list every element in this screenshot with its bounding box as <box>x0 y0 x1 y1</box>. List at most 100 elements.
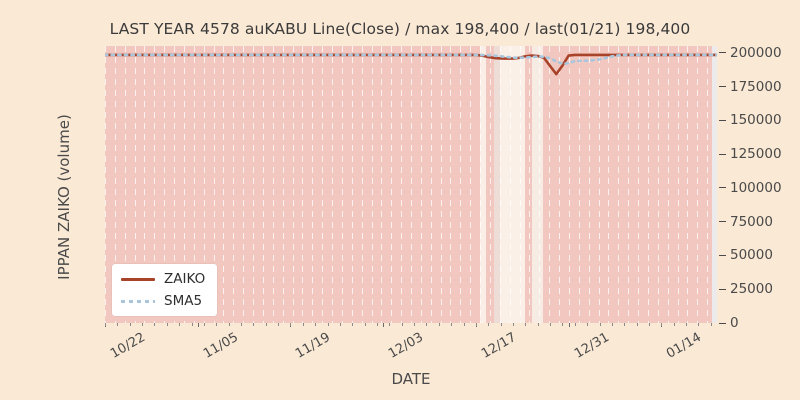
x-minor-tick <box>451 323 453 326</box>
x-minor-tick <box>241 323 242 326</box>
gridline <box>411 46 412 323</box>
x-tick-mark <box>383 323 385 327</box>
y-tick-label: 125000 <box>719 146 782 162</box>
gridline <box>509 46 511 323</box>
gridline <box>351 46 353 323</box>
x-minor-tick <box>661 323 663 326</box>
plot-area <box>105 46 717 323</box>
gridline <box>154 46 156 323</box>
x-minor-tick <box>550 323 552 326</box>
gridline <box>489 46 491 323</box>
x-minor-tick <box>389 323 391 326</box>
gridline <box>420 46 422 323</box>
gridline <box>450 46 452 323</box>
gridline <box>134 46 136 323</box>
x-minor-tick <box>463 323 465 326</box>
x-minor-tick <box>105 323 106 326</box>
gridline <box>638 46 640 323</box>
gridline <box>114 46 116 323</box>
x-minor-tick <box>488 323 490 326</box>
gridline <box>144 46 146 323</box>
gridline <box>322 46 324 323</box>
x-minor-tick <box>611 323 613 326</box>
gridline <box>371 46 373 323</box>
y-tick-label: 75000 <box>719 214 773 230</box>
gridline <box>361 46 363 323</box>
x-minor-tick <box>401 323 403 326</box>
gridline <box>183 46 185 323</box>
gridline <box>519 46 521 323</box>
x-minor-tick <box>142 323 144 326</box>
dotted-line-key <box>121 295 155 307</box>
x-minor-tick <box>179 323 181 326</box>
gridline <box>203 46 205 323</box>
gridline <box>687 46 689 323</box>
gridline <box>697 46 699 323</box>
gridline <box>312 46 314 323</box>
gridline <box>549 46 551 323</box>
legend-label-zaiko: ZAIKO <box>164 271 206 287</box>
gridline <box>213 46 215 323</box>
x-minor-tick <box>216 323 218 326</box>
gridline <box>262 46 264 323</box>
gridline <box>253 46 255 323</box>
solid-line-key <box>121 273 155 285</box>
y-tick-label: 25000 <box>719 281 773 297</box>
gridline <box>499 46 501 323</box>
gridline <box>618 46 620 323</box>
gridline <box>381 46 383 323</box>
x-minor-tick <box>562 323 564 326</box>
gridline <box>460 46 462 323</box>
gridline <box>302 46 304 323</box>
gridline <box>440 46 442 323</box>
background-bands <box>105 46 717 323</box>
gridline <box>223 46 225 323</box>
gridline <box>588 46 590 323</box>
x-minor-tick <box>414 323 416 326</box>
x-minor-tick <box>587 323 589 326</box>
gridline <box>124 46 126 323</box>
series-line-zaiko <box>105 53 717 76</box>
x-minor-tick <box>253 323 255 326</box>
series-lines <box>105 53 717 76</box>
x-minor-tick <box>537 323 539 326</box>
chart-title: LAST YEAR 4578 auKABU Line(Close) / max … <box>109 20 691 38</box>
gridline <box>292 46 294 323</box>
gridline <box>391 46 393 323</box>
gridline <box>341 46 343 323</box>
legend-item-zaiko[interactable]: ZAIKO <box>121 271 205 287</box>
chart-legend[interactable]: ZAIKO SMA5 <box>112 264 218 316</box>
x-minor-tick <box>166 323 168 326</box>
gridline <box>430 46 432 323</box>
x-minor-tick <box>290 323 292 326</box>
x-tick-label: 12/31 <box>571 330 612 362</box>
gridline <box>707 46 709 323</box>
background-band <box>543 46 713 323</box>
y-axis-label: IPPAN ZAIKO (volume) <box>55 114 73 280</box>
legend-item-sma5[interactable]: SMA5 <box>121 293 205 309</box>
x-minor-tick <box>438 323 440 326</box>
x-minor-tick <box>203 323 205 326</box>
x-tick-label: 01/14 <box>664 330 705 362</box>
x-minor-tick <box>302 323 304 326</box>
x-axis-label: DATE <box>391 370 431 388</box>
series-line-sma5 <box>105 53 717 66</box>
gridline <box>480 46 482 323</box>
gridline <box>174 46 176 323</box>
y-tick-label: 175000 <box>719 79 782 95</box>
x-minor-tick <box>513 323 514 326</box>
x-minor-tick <box>574 323 576 326</box>
gridline <box>568 46 570 323</box>
gridline <box>529 46 531 323</box>
background-band <box>712 46 717 323</box>
gridline <box>608 46 610 323</box>
x-minor-tick <box>649 323 650 326</box>
x-tick-label: 12/17 <box>478 330 519 362</box>
x-minor-tick <box>228 323 230 326</box>
gridline <box>578 46 580 323</box>
background-band <box>524 46 532 323</box>
x-minor-tick <box>377 323 378 326</box>
x-tick-mark <box>197 323 199 327</box>
y-tick-label: 50000 <box>719 247 773 263</box>
